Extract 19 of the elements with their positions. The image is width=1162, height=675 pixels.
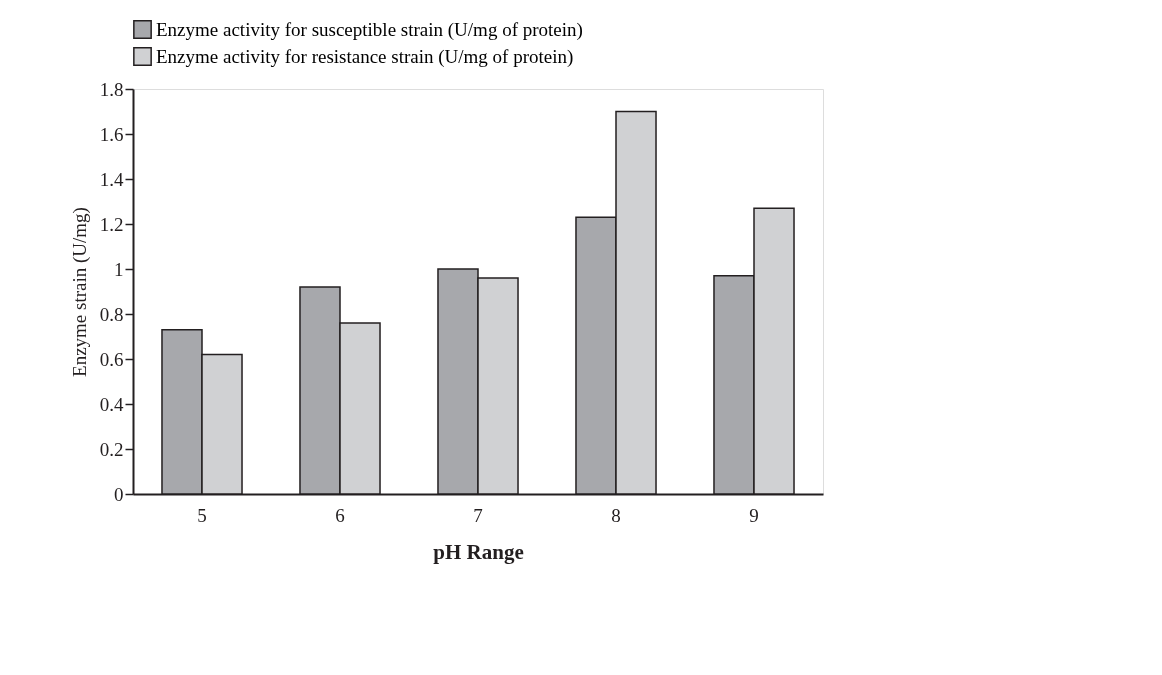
y-tick-label: 1.6 [99, 123, 124, 145]
y-tick-label: 0.4 [99, 393, 124, 415]
y-tick-label: 1 [114, 258, 124, 280]
y-tick-label: 0 [114, 483, 124, 505]
y-axis-title: Enzyme strain (U/mg) [68, 207, 91, 377]
x-tick-label: 9 [749, 504, 759, 526]
x-tick-label: 5 [197, 504, 207, 526]
y-tick-label: 0.6 [99, 348, 124, 370]
x-tick-label: 7 [473, 504, 483, 526]
y-tick-label: 1.2 [99, 213, 124, 235]
x-axis-title: pH Range [433, 539, 524, 564]
x-tick-label: 8 [611, 504, 621, 526]
y-tick-label: 1.4 [99, 168, 124, 190]
legend-label: Enzyme activity for susceptible strain (U/mg of protein) [156, 18, 583, 41]
legend-label: Enzyme activity for resistance strain (U/mg of protein) [156, 45, 574, 68]
x-tick-label: 6 [335, 504, 345, 526]
y-tick-label: 1.8 [99, 78, 124, 100]
y-tick-label: 0.2 [99, 438, 124, 460]
y-tick-label: 0.8 [99, 303, 124, 325]
